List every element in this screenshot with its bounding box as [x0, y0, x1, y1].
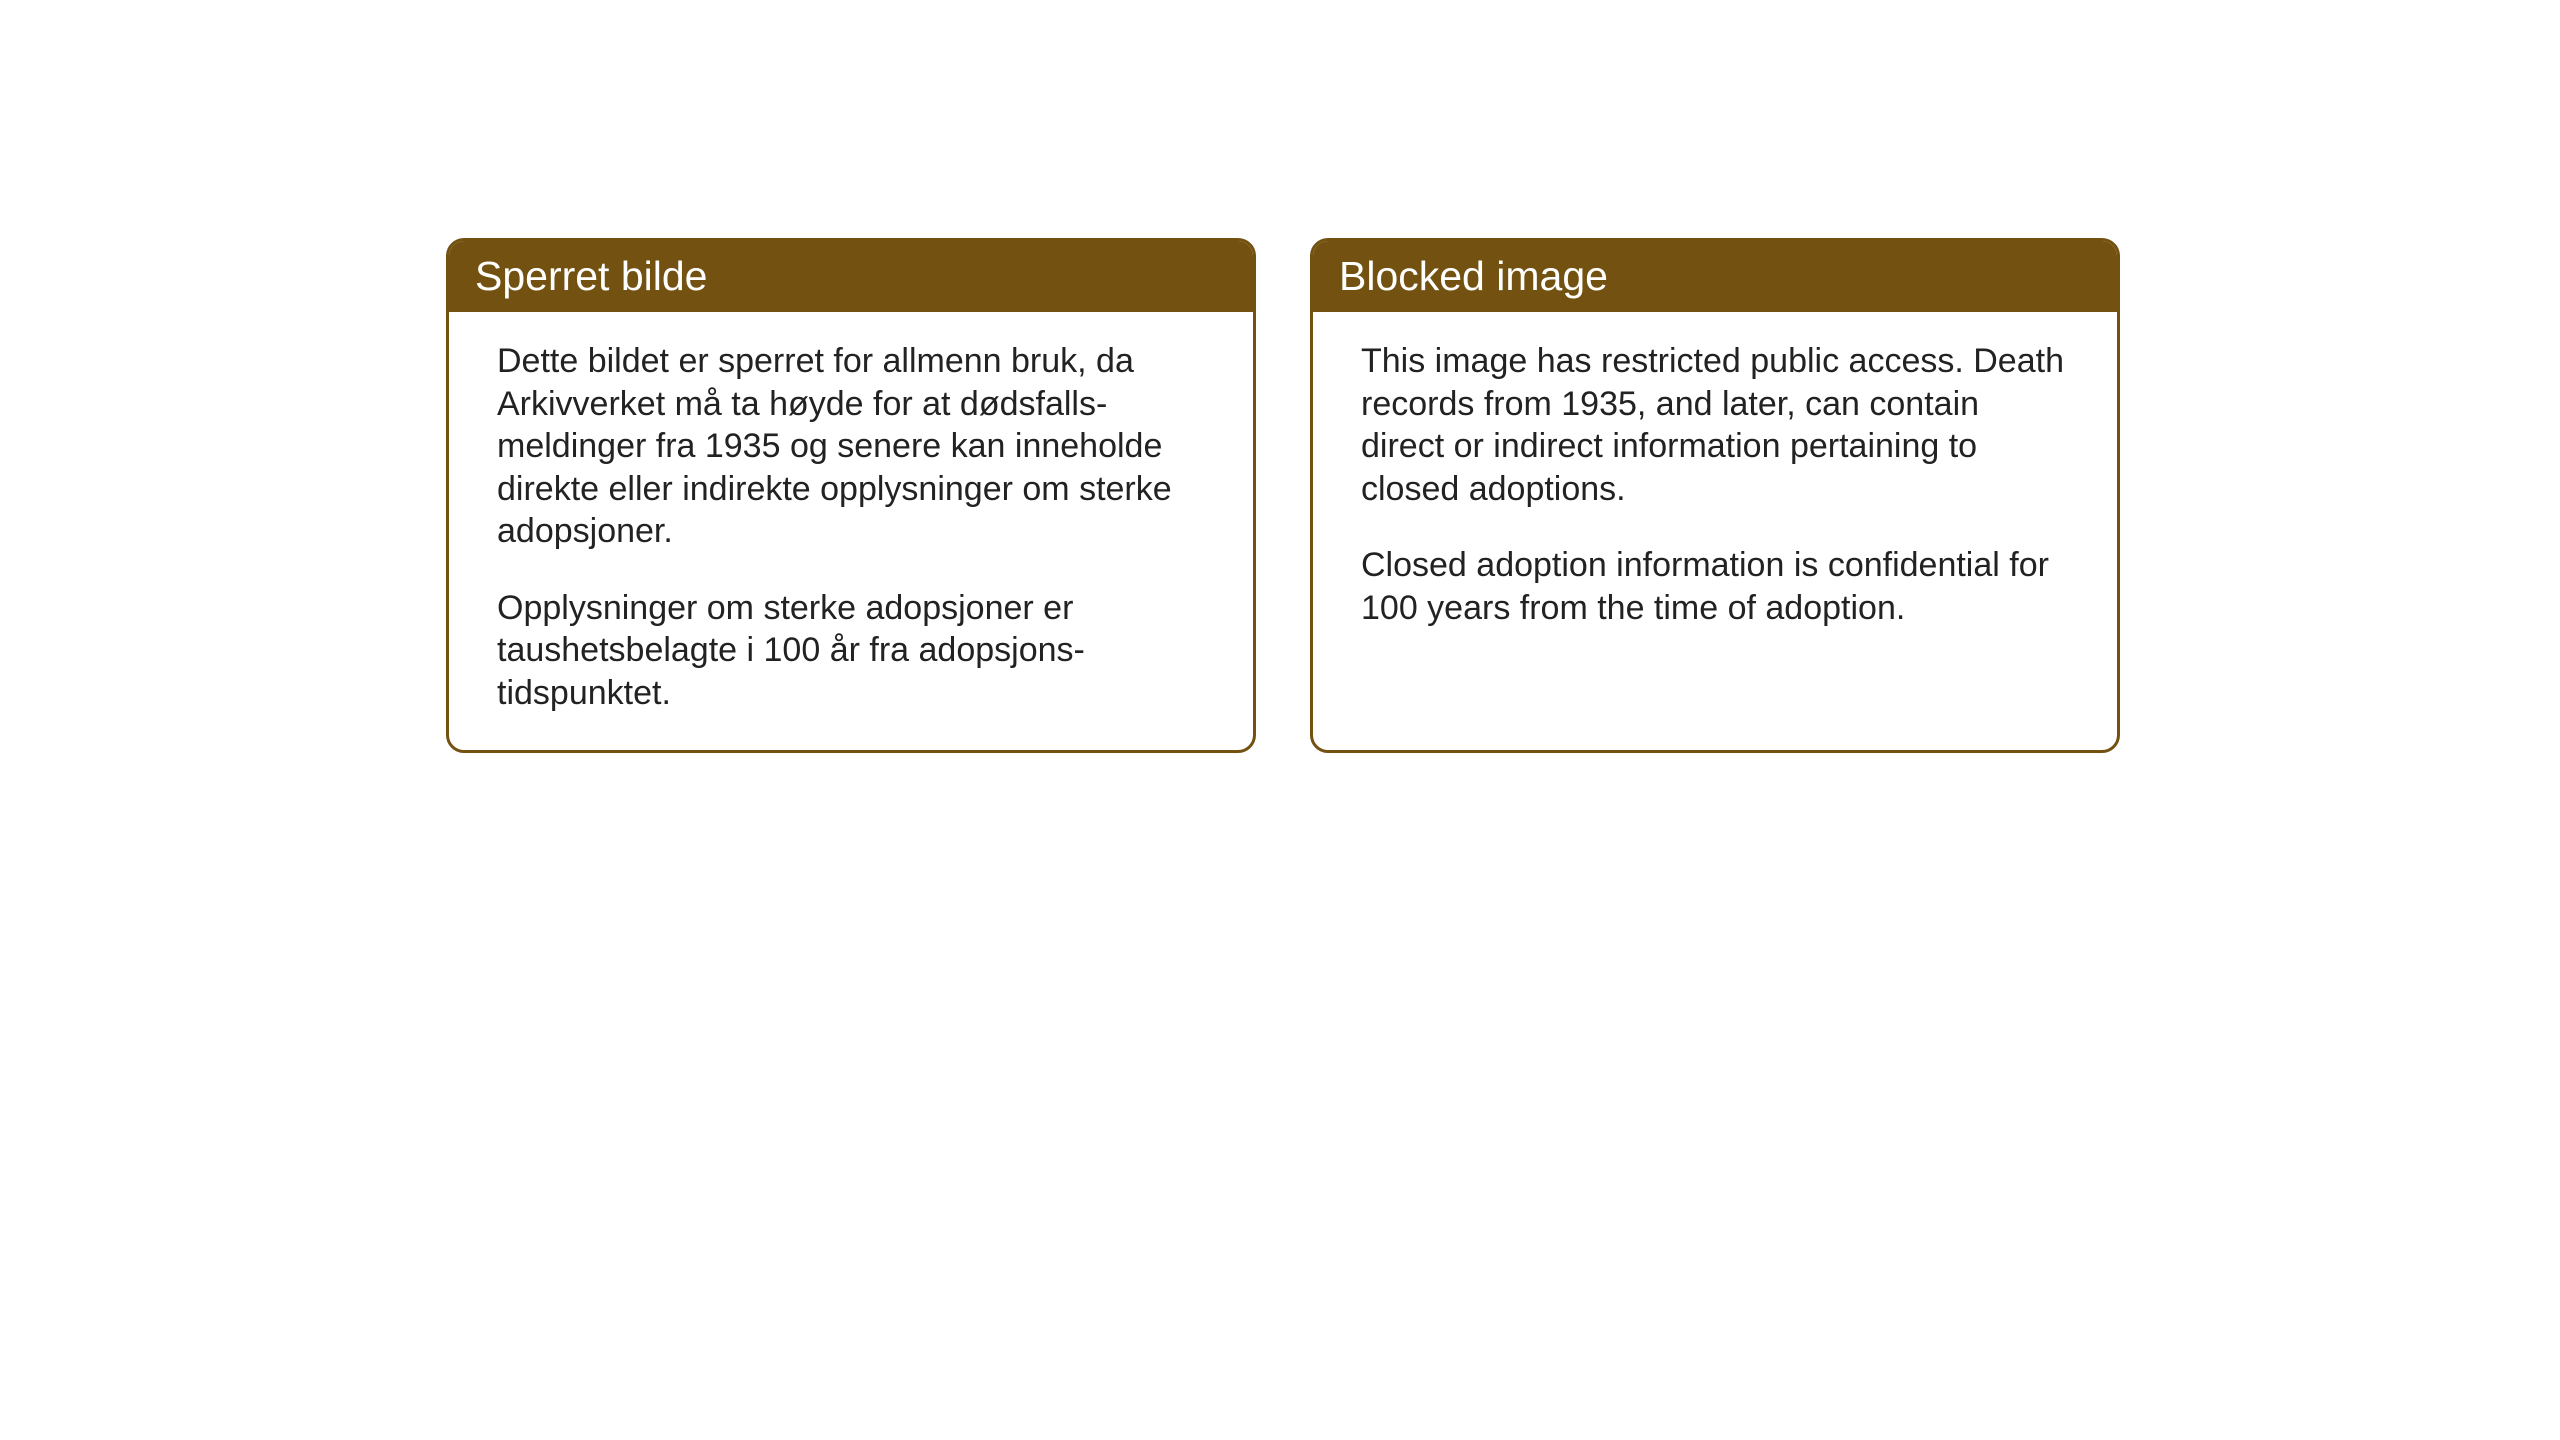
card-title-english: Blocked image	[1339, 253, 1608, 299]
card-body-english: This image has restricted public access.…	[1313, 312, 2117, 709]
notice-card-english: Blocked image This image has restricted …	[1310, 238, 2120, 753]
card-header-english: Blocked image	[1313, 241, 2117, 312]
paragraph-2-english: Closed adoption information is confident…	[1361, 544, 2069, 629]
card-title-norwegian: Sperret bilde	[475, 253, 707, 299]
notice-container: Sperret bilde Dette bildet er sperret fo…	[446, 238, 2120, 753]
paragraph-1-norwegian: Dette bildet er sperret for allmenn bruk…	[497, 340, 1205, 553]
paragraph-2-norwegian: Opplysninger om sterke adopsjoner er tau…	[497, 587, 1205, 715]
paragraph-1-english: This image has restricted public access.…	[1361, 340, 2069, 510]
card-body-norwegian: Dette bildet er sperret for allmenn bruk…	[449, 312, 1253, 750]
card-header-norwegian: Sperret bilde	[449, 241, 1253, 312]
notice-card-norwegian: Sperret bilde Dette bildet er sperret fo…	[446, 238, 1256, 753]
